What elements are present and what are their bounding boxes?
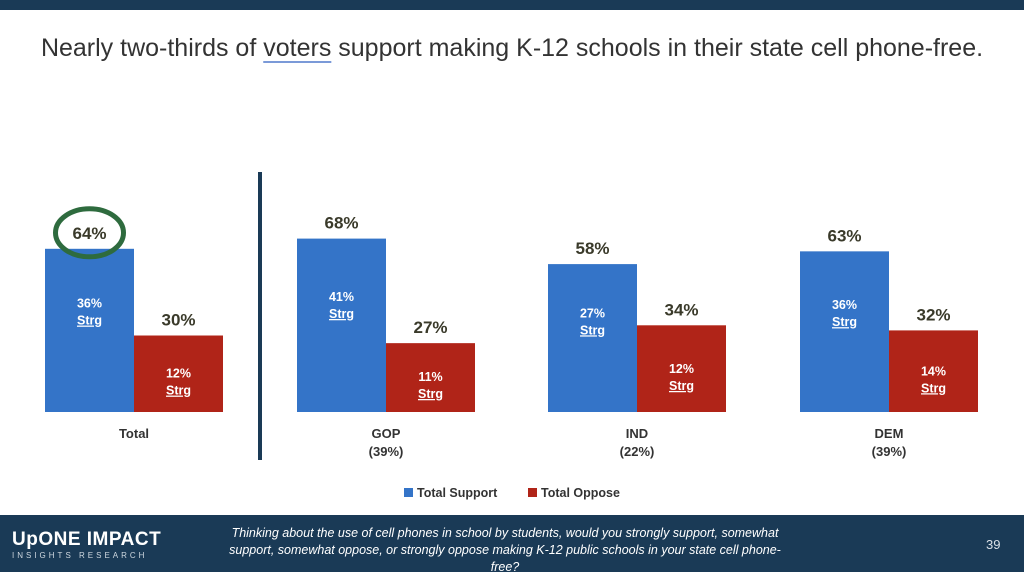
bar-support-dem [800, 251, 889, 412]
legend-label: Total Oppose [541, 486, 620, 500]
data-label: 34% [664, 300, 698, 319]
strong-suffix: Strg [418, 387, 443, 401]
category-label: IND [626, 426, 648, 441]
strong-suffix: Strg [921, 381, 946, 395]
data-label: 58% [575, 239, 609, 258]
page-number: 39 [986, 537, 1001, 552]
category-sublabel: (22%) [620, 444, 655, 459]
data-label: 63% [827, 226, 861, 245]
bar-support-gop [297, 238, 386, 412]
strong-suffix: Strg [329, 307, 354, 321]
category-sublabel: (39%) [872, 444, 907, 459]
strong-suffix: Strg [77, 314, 102, 328]
strong-label: 12% [669, 362, 694, 376]
title-underlined-word: voters [263, 34, 332, 62]
bar-oppose-gop [386, 343, 475, 412]
strong-suffix: Strg [832, 315, 857, 329]
category-sublabel: (39%) [369, 444, 404, 459]
survey-question: Thinking about the use of cell phones in… [229, 526, 781, 574]
bar-chart: 64% 36% Strg 30% 12% Strg Total 68% 41% Strg 27% 11… [45, 172, 978, 500]
data-label: 32% [916, 305, 950, 324]
strong-suffix: Strg [669, 379, 694, 393]
logo: UpONE IMPACT INSIGHTS RESEARCH [12, 529, 162, 560]
bar-support-ind [548, 264, 637, 412]
legend-label: Total Support [417, 486, 498, 500]
data-label: 68% [324, 214, 358, 233]
title-text-end: support making K-12 schools in their sta… [331, 34, 984, 62]
strong-label: 14% [921, 364, 946, 378]
footer: UpONE IMPACT INSIGHTS RESEARCH Thinking … [0, 515, 1024, 574]
strong-label: 27% [580, 306, 605, 320]
bar-oppose-dem [889, 330, 978, 412]
category-label: Total [119, 426, 149, 441]
strong-label: 12% [166, 367, 191, 381]
slide-title: Nearly two-thirds of voters support maki… [0, 34, 1024, 63]
category-label: DEM [875, 426, 904, 441]
bar-oppose-ind [637, 325, 726, 412]
strong-label: 41% [329, 290, 354, 304]
bar-oppose-total [134, 335, 223, 412]
strong-suffix: Strg [166, 384, 191, 398]
data-label: 64% [72, 224, 106, 243]
strong-label: 36% [832, 298, 857, 312]
legend-swatch [404, 488, 413, 497]
data-label: 30% [161, 311, 195, 330]
strong-label: 36% [77, 297, 102, 311]
data-label: 27% [413, 318, 447, 337]
top-band [0, 0, 1024, 10]
highlight-circle [53, 206, 126, 260]
legend-swatch [528, 488, 537, 497]
bar-support-total [45, 248, 134, 412]
strong-label: 11% [418, 370, 442, 384]
category-label: GOP [372, 426, 401, 441]
strong-suffix: Strg [580, 323, 605, 337]
title-text: Nearly two-thirds of [40, 34, 264, 62]
